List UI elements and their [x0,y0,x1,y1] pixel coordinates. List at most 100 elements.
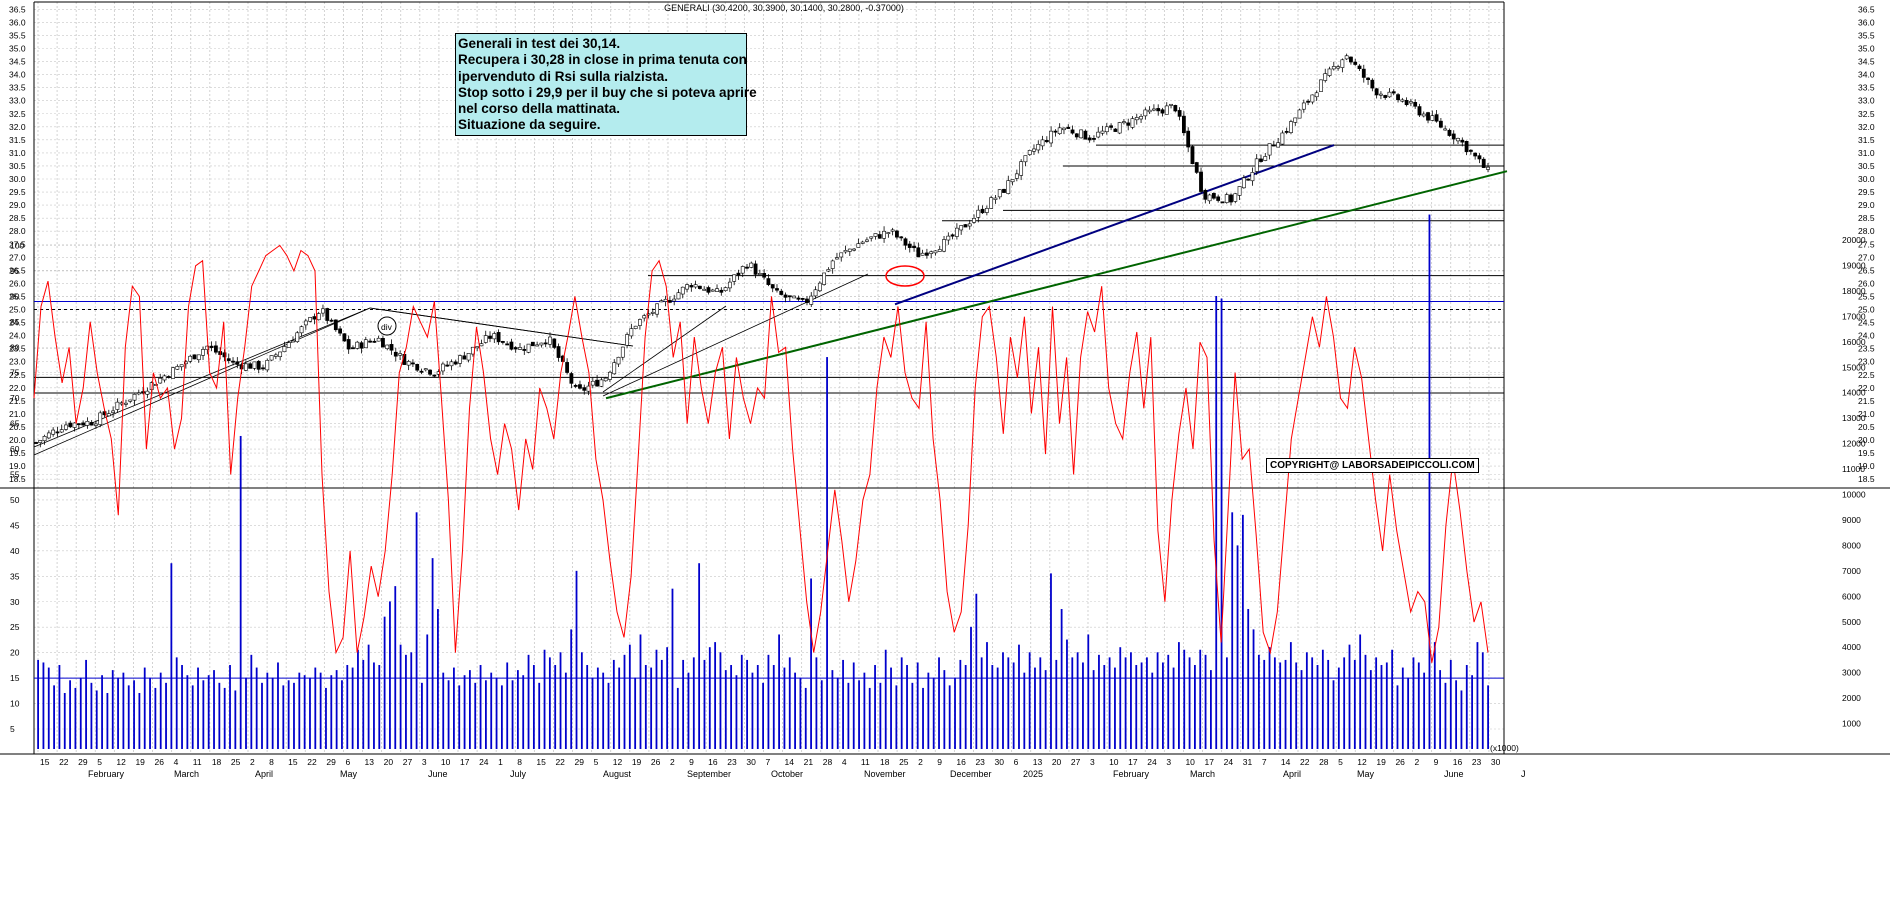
y-tick-label-left: 35.0 [9,44,26,54]
volume-bar [687,672,690,749]
note-line: nel corso della mattinata. [458,101,621,117]
candle-body [989,197,994,209]
candle-body [286,342,291,348]
candle-body [933,250,938,254]
x-month-label: October [771,769,803,779]
y-tick-label-left: 28.0 [9,226,26,236]
note-line: Recupera i 30,28 in close in prima tenut… [458,52,747,68]
volume-bar [890,667,892,749]
fan-line [369,307,634,347]
candle-body [946,235,951,241]
candle-body [273,354,278,357]
y-tick-label-left: 24.0 [9,331,26,341]
candle-body [303,320,308,326]
candle-body [1391,91,1396,94]
candle-body [929,251,934,254]
candle-body [55,431,60,434]
candle-body [205,345,210,350]
x-tick-label: 8 [517,757,522,767]
volume-bar [1300,670,1303,749]
volume-bar [229,665,231,749]
candle-body [835,257,839,260]
y-tick-label-right: 31.0 [1858,148,1875,158]
volume-bar [874,665,876,749]
y-tick-label-left: 19.0 [9,461,26,471]
x-month-label: April [1283,769,1301,779]
volume-bar [1465,665,1468,749]
candle-body [1190,146,1195,165]
volume-bar [836,677,839,749]
volume-bar [788,657,791,749]
candle-body [702,288,707,291]
x-tick-label: 29 [78,757,88,767]
volume-bar [532,665,535,749]
x-tick-label: 5 [97,757,102,767]
candle-body [51,429,56,435]
volume-bar [453,667,455,749]
volume-bar [239,435,242,749]
x-month-label: February [88,769,125,779]
x-month-label: June [1444,769,1464,779]
candle-body [1211,193,1216,199]
volume-bar [980,657,983,749]
x-year-label: 2025 [1023,769,1043,779]
volume-bar [847,682,850,749]
y-tick-label-left: 28.5 [9,213,26,223]
candle-body [423,368,428,371]
candle-body [72,422,77,428]
candle-body [710,289,715,292]
candle-body [715,288,719,292]
y-tick-label-right: 27.0 [1858,252,1875,262]
volume-tick-label: 4000 [1842,642,1861,652]
volume-bar [218,682,221,749]
volume-bar [346,665,349,749]
volume-bar [1391,649,1394,749]
volume-bar [133,680,135,749]
volume-bar [831,670,834,749]
candle-body [372,340,377,343]
rsi-tick-label: 10 [10,699,20,709]
candle-body [184,361,188,365]
candle-body [1263,156,1268,161]
volume-bar [234,690,237,749]
candle-body [449,361,454,367]
volume-bar [527,654,530,749]
candle-body [1430,115,1435,121]
candle-body [1027,150,1032,155]
candle-body [1156,108,1161,112]
y-tick-label-right: 36.0 [1858,17,1875,27]
volume-bar [602,672,605,749]
candle-body [1049,130,1054,144]
candle-body [869,236,874,239]
candle-body [235,361,240,365]
x-tick-label: 6 [345,757,350,767]
candle-body [706,287,711,293]
y-tick-label-right: 23.5 [1858,344,1875,354]
candle-body [783,294,788,298]
volume-bar [469,670,471,749]
y-tick-label-left: 23.5 [9,344,26,354]
y-tick-label-right: 23.0 [1858,357,1875,367]
x-tick-label: 2 [250,757,255,767]
x-tick-label: 18 [212,757,222,767]
volume-bar [1087,634,1090,749]
candle-body [937,249,942,252]
volume-bar [1449,659,1452,749]
y-tick-label-right: 33.5 [1858,83,1875,93]
x-tick-label: 19 [135,757,145,767]
volume-bar [431,558,434,749]
volume-bar [197,667,199,749]
candle-body [595,379,599,387]
candle-body [877,234,882,239]
y-tick-label-left: 29.5 [9,187,26,197]
volume-bar [1135,665,1138,749]
x-tick-label: 26 [155,757,165,767]
candle-body [445,364,450,367]
volume-bar [698,563,701,749]
volume-bar [1439,670,1442,749]
candle-body [1186,130,1191,148]
volume-bar [911,682,914,749]
candle-body [128,399,133,402]
volume-bar [778,634,780,749]
volume-bar [1481,652,1484,749]
